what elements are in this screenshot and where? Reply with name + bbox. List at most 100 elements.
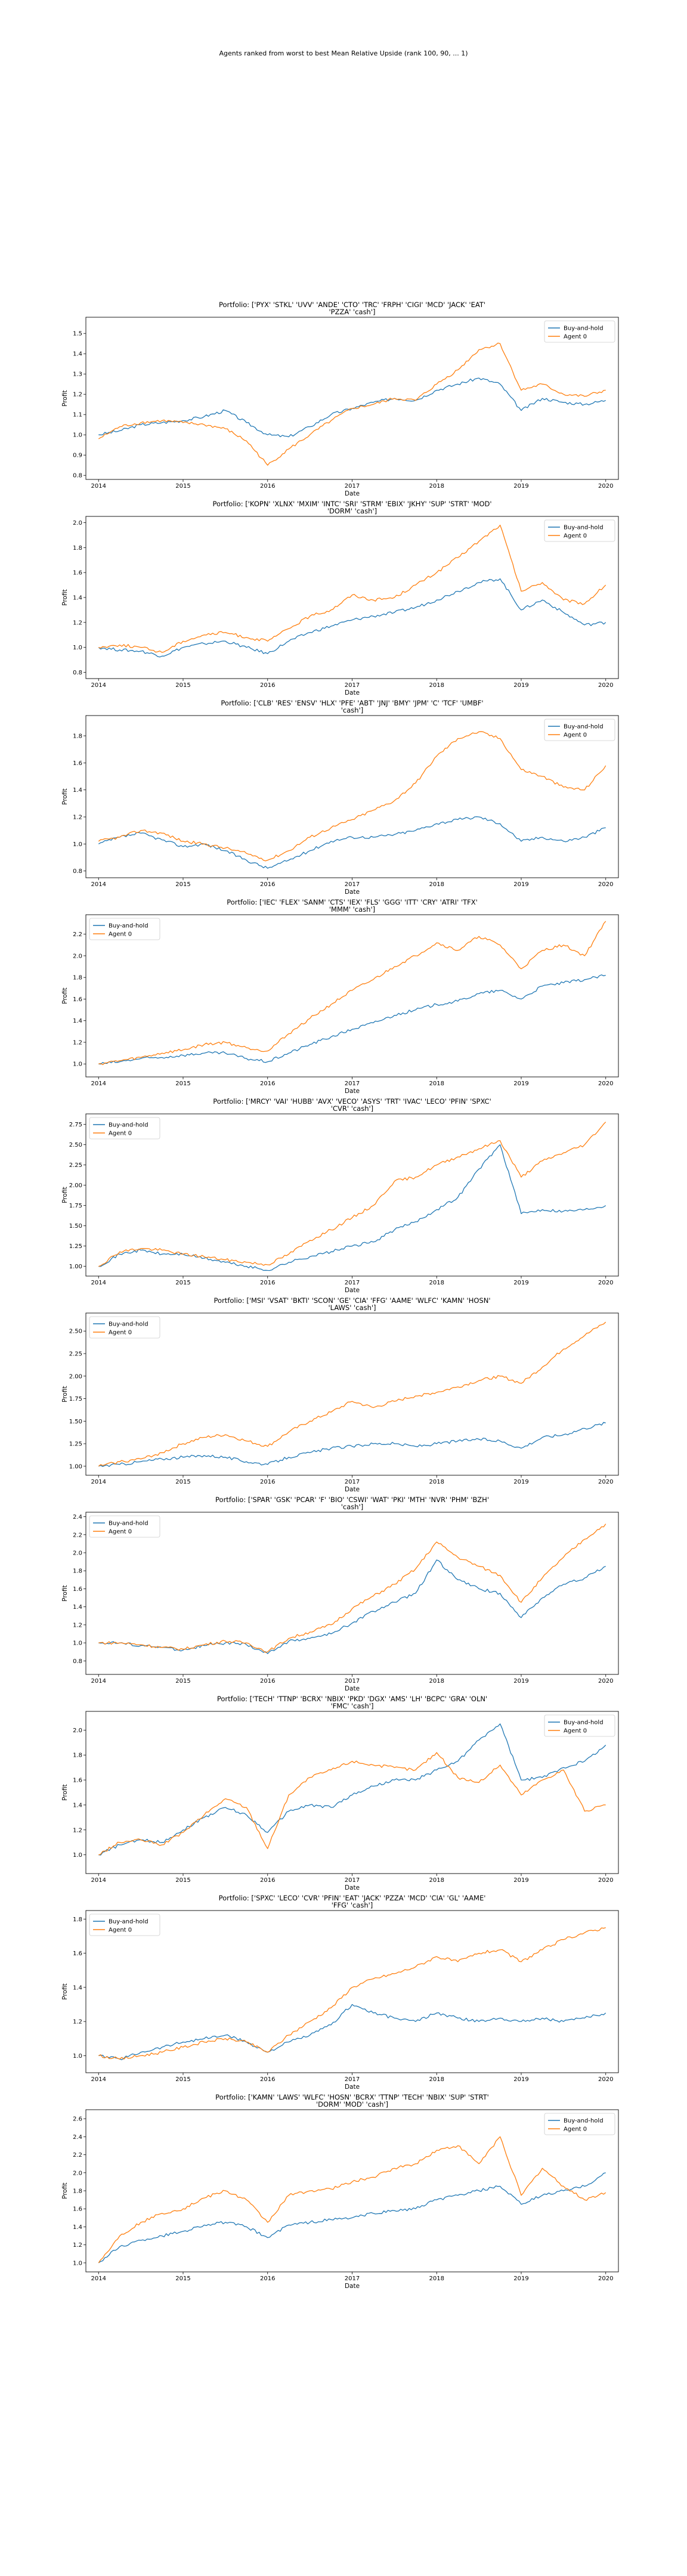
x-tick-label: 2019 — [513, 2076, 528, 2083]
plot-frame — [85, 1512, 619, 1675]
y-axis-label: Profit — [61, 1585, 69, 1601]
plot-frame — [85, 516, 619, 679]
x-tick-label: 2020 — [598, 1877, 613, 1884]
y-tick-label: 1.6 — [73, 1586, 82, 1593]
y-tick-label: 1.8 — [73, 2188, 82, 2195]
y-tick-label: 1.2 — [73, 1039, 82, 1046]
x-tick-label: 2015 — [175, 881, 190, 888]
y-tick-label: 0.8 — [73, 1658, 82, 1665]
y-tick-label: 1.8 — [73, 1916, 82, 1923]
chart-4: Portfolio: ['IEC' 'FLEX' 'SANM' 'CTS' 'I… — [61, 898, 619, 1095]
chart-title-line-1: Portfolio: ['TECH' 'TTNP' 'BCRX' 'NBIX' … — [217, 1695, 487, 1703]
x-tick-label: 2017 — [345, 483, 360, 490]
x-tick-label: 2015 — [175, 682, 190, 689]
x-tick-label: 2017 — [345, 682, 360, 689]
y-tick-label: 1.50 — [69, 1419, 82, 1425]
y-tick-label: 2.4 — [73, 2134, 82, 2141]
x-tick-label: 2014 — [91, 1877, 106, 1884]
chart-title-line-1: Portfolio: ['KAMN' 'LAWS' 'WLFC' 'HOSN' … — [215, 2093, 489, 2101]
x-tick-label: 2018 — [429, 1877, 444, 1884]
series-line-buy-and-hold — [98, 1723, 606, 1856]
legend-box — [544, 1714, 615, 1737]
y-tick-label: 1.8 — [73, 545, 82, 552]
y-tick-label: 1.4 — [73, 351, 82, 358]
chart-title-line-1: Portfolio: ['SPAR' 'GSK' 'PCAR' 'F' 'BIO… — [215, 1496, 489, 1504]
y-tick-label: 1.4 — [73, 595, 82, 602]
x-tick-label: 2017 — [345, 1479, 360, 1485]
y-tick-label: 1.1 — [73, 412, 82, 419]
plot-frame — [85, 2109, 619, 2272]
y-tick-label: 2.0 — [73, 1550, 82, 1557]
chart-1: Portfolio: ['PYX' 'STKL' 'UVV' 'ANDE' 'C… — [61, 301, 619, 497]
x-tick-label: 2020 — [598, 1280, 613, 1286]
chart-8: Portfolio: ['TECH' 'TTNP' 'BCRX' 'NBIX' … — [61, 1695, 619, 1891]
legend-label: Buy-and-hold — [109, 923, 148, 930]
y-tick-label: 1.0 — [73, 432, 82, 439]
y-axis-label: Profit — [61, 1784, 69, 1800]
x-tick-label: 2018 — [429, 1080, 444, 1087]
x-axis-label: Date — [345, 1287, 360, 1294]
y-tick-label: 1.8 — [73, 1753, 82, 1759]
series-line-agent-0 — [98, 731, 606, 862]
y-tick-label: 2.00 — [69, 1373, 82, 1380]
x-tick-label: 2015 — [175, 1877, 190, 1884]
y-tick-label: 1.6 — [73, 570, 82, 577]
series-line-agent-0 — [98, 1122, 606, 1267]
x-axis-label: Date — [345, 2283, 360, 2290]
y-tick-label: 2.4 — [73, 1514, 82, 1521]
x-tick-label: 2016 — [260, 1280, 275, 1286]
y-tick-label: 1.2 — [73, 1622, 82, 1628]
x-tick-label: 2019 — [513, 1080, 528, 1087]
x-tick-label: 2019 — [513, 1877, 528, 1884]
x-axis-label: Date — [345, 1685, 360, 1692]
y-tick-label: 2.50 — [69, 1142, 82, 1148]
x-tick-label: 2014 — [91, 1080, 106, 1087]
x-axis-label: Date — [345, 490, 360, 497]
y-tick-label: 1.4 — [73, 787, 82, 794]
y-tick-label: 0.8 — [73, 473, 82, 479]
x-tick-label: 2020 — [598, 1479, 613, 1485]
series-line-agent-0 — [98, 1752, 606, 1856]
series-line-buy-and-hold — [98, 1559, 606, 1654]
y-tick-label: 2.75 — [69, 1122, 82, 1128]
x-tick-label: 2015 — [175, 1479, 190, 1485]
legend-label: Agent 0 — [564, 732, 587, 739]
y-tick-label: 1.25 — [69, 1441, 82, 1448]
legend-box — [544, 320, 615, 343]
legend-label: Agent 0 — [564, 2126, 587, 2133]
x-tick-label: 2014 — [91, 2275, 106, 2282]
y-tick-label: 1.2 — [73, 2019, 82, 2026]
chart-title-line-1: Portfolio: ['MSI' 'VSAT' 'BKTI' 'SCON' '… — [214, 1296, 491, 1305]
legend-label: Agent 0 — [564, 533, 587, 540]
x-tick-label: 2020 — [598, 1678, 613, 1685]
y-tick-label: 1.2 — [73, 815, 82, 821]
x-tick-label: 2015 — [175, 1280, 190, 1286]
x-tick-label: 2016 — [260, 1479, 275, 1485]
chart-title-line-2: 'FFG' 'cash'] — [332, 1901, 373, 1909]
y-tick-label: 1.2 — [73, 620, 82, 626]
legend-label: Agent 0 — [109, 1330, 132, 1336]
y-tick-label: 1.2 — [73, 2242, 82, 2249]
series-line-agent-0 — [98, 1927, 606, 2060]
chart-7: Portfolio: ['SPAR' 'GSK' 'PCAR' 'F' 'BIO… — [61, 1496, 619, 1692]
y-tick-label: 1.75 — [69, 1396, 82, 1402]
legend-box — [89, 918, 160, 940]
x-axis-label: Date — [345, 888, 360, 896]
y-tick-label: 1.8 — [73, 1568, 82, 1575]
y-tick-label: 1.8 — [73, 975, 82, 982]
y-tick-label: 1.2 — [73, 1827, 82, 1834]
y-tick-label: 2.0 — [73, 2170, 82, 2176]
series-line-buy-and-hold — [98, 974, 606, 1065]
y-tick-label: 1.3 — [73, 371, 82, 378]
x-tick-label: 2019 — [513, 1479, 528, 1485]
x-tick-label: 2018 — [429, 483, 444, 490]
